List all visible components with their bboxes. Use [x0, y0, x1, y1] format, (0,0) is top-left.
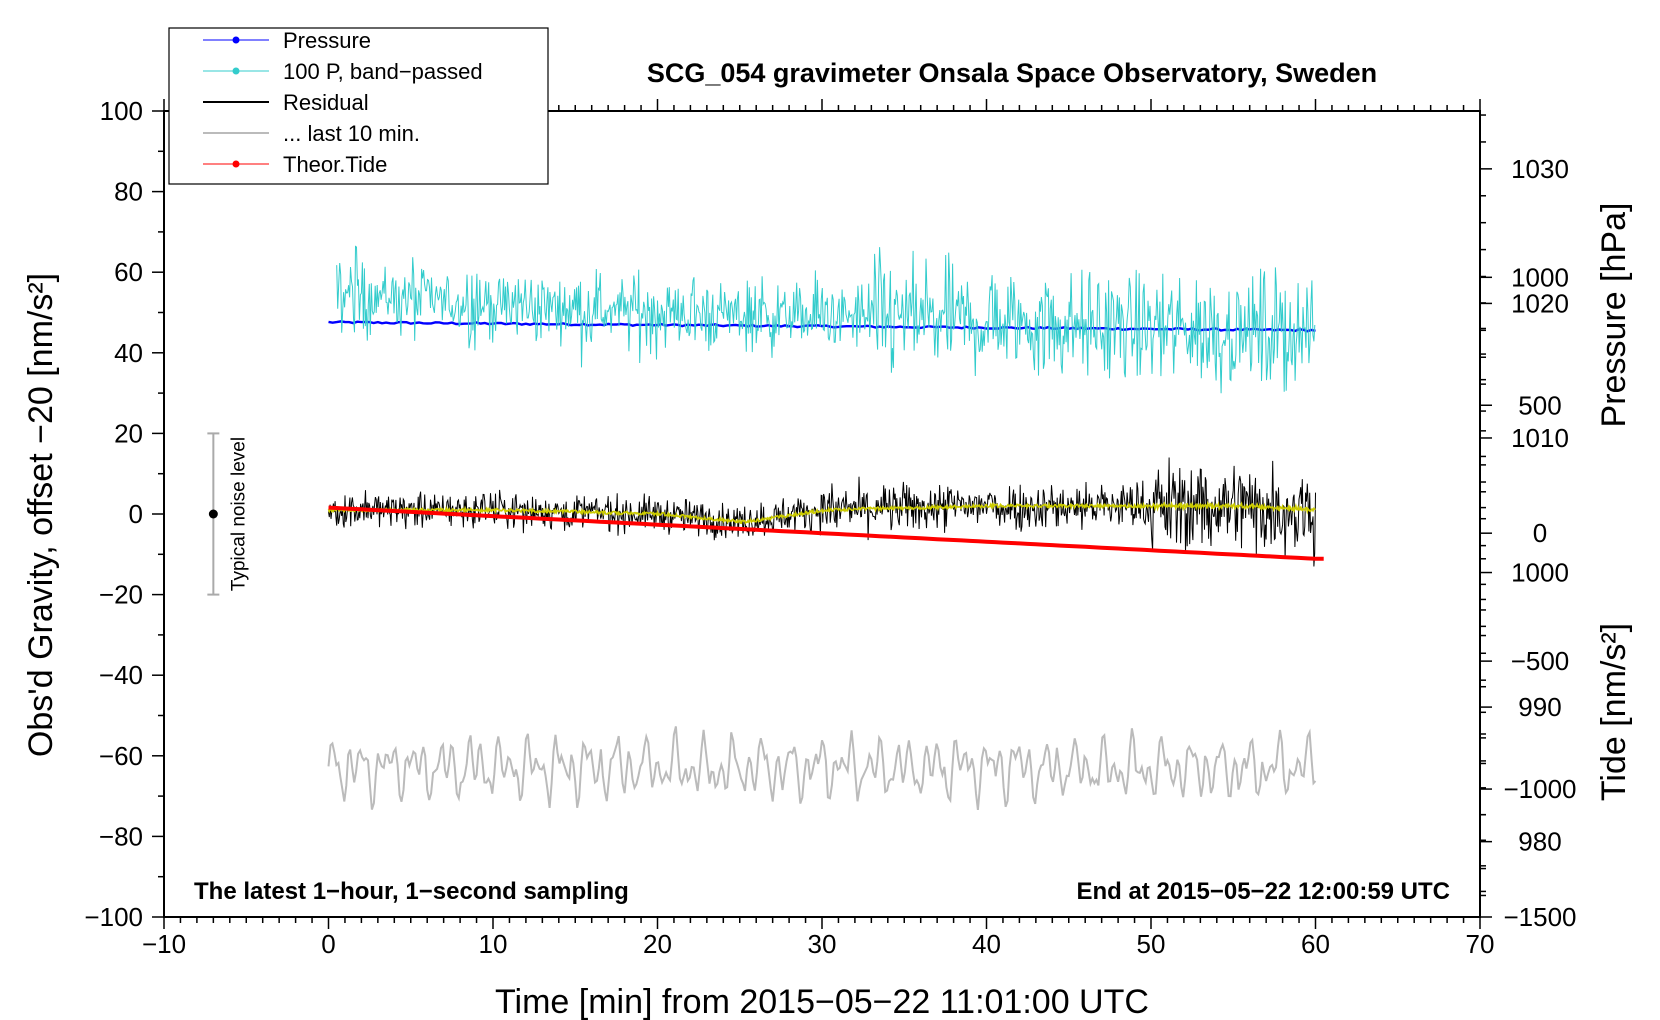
legend-swatch-dot: [232, 160, 240, 168]
legend-label: Pressure: [283, 28, 371, 53]
y-tick-label: 100: [100, 96, 143, 126]
y-tick-label: −20: [99, 580, 143, 610]
pressure-axis-title: Pressure [hPa]: [1595, 203, 1633, 428]
pressure-tick-label: 980: [1518, 827, 1561, 857]
pressure-tick-label: 1020: [1511, 288, 1569, 318]
residual-series-line: [328, 457, 1316, 567]
x-tick-label: 50: [1137, 929, 1166, 959]
legend-swatch-dot: [232, 67, 240, 75]
y-tick-label: 40: [114, 338, 143, 368]
x-tick-label: 40: [972, 929, 1001, 959]
legend-label: 100 P, band−passed: [283, 59, 483, 84]
x-axis-title: Time [min] from 2015−05−22 11:01:00 UTC: [495, 983, 1149, 1020]
smoothed-residual-line: [327, 500, 1316, 525]
x-tick-label: 30: [808, 929, 837, 959]
y-tick-label: −100: [84, 902, 143, 932]
pressure-tick-label: 990: [1518, 692, 1561, 722]
x-tick-label: 10: [479, 929, 508, 959]
noise-bar-label: Typical noise level: [228, 437, 249, 591]
x-tick-label: −10: [142, 929, 186, 959]
legend-swatch-dot: [232, 36, 240, 44]
pressure-tick-label: 1030: [1511, 154, 1569, 184]
x-tick-label: 20: [643, 929, 672, 959]
last-10-min-series-line: [327, 726, 1317, 811]
y-tick-label: 20: [114, 418, 143, 448]
pressure-axis-ticks: 1030 1020 1010 1000 990 980: [1480, 114, 1569, 897]
legend-label: ... last 10 min.: [283, 121, 420, 146]
noise-bar-center-dot: [208, 509, 218, 519]
tide-axis-ticks: 1000 500 0 −500 −1000 −1500: [1480, 262, 1577, 932]
legend: Pressure 100 P, band−passed Residual ... la…: [168, 27, 549, 185]
y-tick-label: 60: [114, 257, 143, 287]
tide-tick-label: 1000: [1511, 262, 1569, 292]
y-tick-label: 0: [129, 499, 143, 529]
pressure-tick-label: 1010: [1511, 423, 1569, 453]
legend-box: [168, 27, 549, 185]
left-y-axis-ticks: 100 80 60 40 20 0 −20 −40 −60 −80 −100: [84, 96, 164, 932]
pressure-tick-label: 1000: [1511, 558, 1569, 588]
end-time-note: End at 2015−05−22 12:00:59 UTC: [1076, 878, 1450, 905]
legend-label: Theor.Tide: [283, 152, 387, 177]
legend-label: Residual: [283, 90, 369, 115]
tide-axis-title: Tide [nm/s²]: [1595, 623, 1633, 801]
x-axis-ticks: −10 0 10 20 30 40 50 60 70: [142, 99, 1495, 959]
series-layer: [327, 245, 1324, 811]
x-tick-label: 0: [321, 929, 335, 959]
y-tick-label: −80: [99, 821, 143, 851]
x-tick-label: 70: [1466, 929, 1495, 959]
tide-tick-label: 500: [1518, 390, 1561, 420]
x-tick-label: 60: [1301, 929, 1330, 959]
tide-tick-label: 0: [1533, 518, 1547, 548]
chart-title: SCG_054 gravimeter Onsala Space Observat…: [647, 58, 1377, 88]
sampling-note: The latest 1−hour, 1−second sampling: [194, 878, 629, 905]
y-tick-label: 80: [114, 177, 143, 207]
tide-tick-label: −1500: [1503, 902, 1576, 932]
y-tick-label: −40: [99, 660, 143, 690]
typical-noise-level-bar: Typical noise level: [207, 432, 249, 596]
left-y-axis-title: Obs'd Gravity, offset −20 [nm/s²]: [22, 273, 60, 757]
tide-tick-label: −500: [1511, 646, 1570, 676]
tide-tick-label: −1000: [1503, 774, 1576, 804]
theoretical-tide-series-line: [328, 505, 1324, 561]
y-tick-label: −60: [99, 741, 143, 771]
band-passed-pressure-series-line: [336, 245, 1316, 394]
